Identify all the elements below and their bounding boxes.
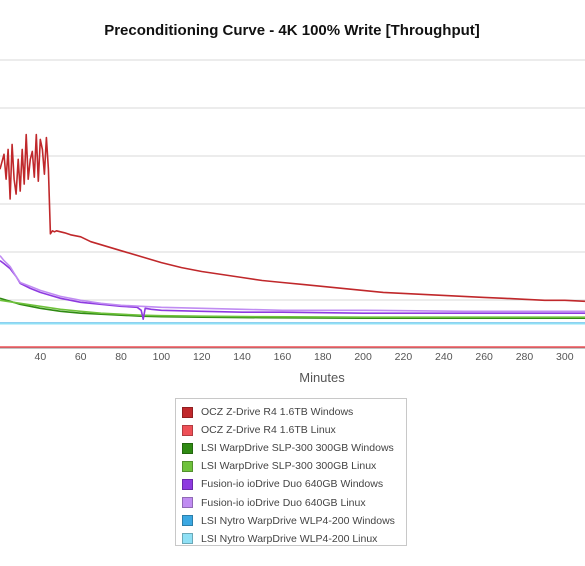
x-tick-label: 80 <box>115 351 127 363</box>
x-tick-label: 60 <box>75 351 87 363</box>
legend-swatch <box>182 460 193 472</box>
legend-item: OCZ Z-Drive R4 1.6TB Linux <box>182 421 406 439</box>
x-tick-label: 100 <box>153 351 171 363</box>
legend: OCZ Z-Drive R4 1.6TB Windows OCZ Z-Drive … <box>175 398 407 546</box>
legend-label: OCZ Z-Drive R4 1.6TB Linux <box>201 424 336 437</box>
x-axis-ticks: 40 60 80 100 120 140 160 180 200 220 240 260 280 300 <box>35 351 574 363</box>
legend-label: OCZ Z-Drive R4 1.6TB Windows <box>201 406 354 419</box>
legend-item: LSI Nytro WarpDrive WLP4-200 Windows <box>182 512 406 530</box>
series-line-3 <box>0 297 585 320</box>
series-lines <box>0 133 585 348</box>
legend-swatch <box>182 424 193 436</box>
x-tick-label: 180 <box>314 351 332 363</box>
x-tick-label: 160 <box>274 351 292 363</box>
x-tick-label: 220 <box>395 351 413 363</box>
legend-swatch <box>182 442 193 454</box>
legend-item: LSI WarpDrive SLP-300 300GB Windows <box>182 439 406 457</box>
legend-swatch <box>182 515 193 527</box>
legend-swatch <box>182 533 193 545</box>
x-tick-label: 240 <box>435 351 453 363</box>
legend-label: LSI Nytro WarpDrive WLP4-200 Linux <box>201 532 378 545</box>
legend-label: LSI WarpDrive SLP-300 300GB Windows <box>201 442 394 455</box>
legend-swatch <box>182 497 193 509</box>
series-line-1 <box>0 133 585 303</box>
x-axis-label: Minutes <box>299 370 345 385</box>
legend-swatch <box>182 478 193 490</box>
grid <box>0 59 585 349</box>
legend-item: Fusion-io ioDrive Duo 640GB Windows <box>182 475 406 493</box>
series-line-4 <box>0 299 585 319</box>
legend-label: Fusion-io ioDrive Duo 640GB Linux <box>201 496 366 509</box>
legend-item: LSI Nytro WarpDrive WLP4-200 Linux <box>182 530 406 548</box>
x-tick-label: 140 <box>233 351 251 363</box>
chart-title: Preconditioning Curve - 4K 100% Write [T… <box>104 22 480 39</box>
legend-item: LSI WarpDrive SLP-300 300GB Linux <box>182 457 406 475</box>
legend-label: LSI WarpDrive SLP-300 300GB Linux <box>201 460 377 473</box>
x-tick-label: 40 <box>35 351 47 363</box>
legend-item: OCZ Z-Drive R4 1.6TB Windows <box>182 403 406 421</box>
series-line-6 <box>0 255 585 313</box>
legend-item: Fusion-io ioDrive Duo 640GB Linux <box>182 493 406 511</box>
legend-label: LSI Nytro WarpDrive WLP4-200 Windows <box>201 514 395 527</box>
legend-swatch <box>182 406 193 418</box>
x-tick-label: 200 <box>354 351 372 363</box>
x-tick-label: 300 <box>556 351 574 363</box>
x-tick-label: 280 <box>516 351 534 363</box>
x-tick-label: 260 <box>475 351 493 363</box>
legend-label: Fusion-io ioDrive Duo 640GB Windows <box>201 478 384 491</box>
x-tick-label: 120 <box>193 351 211 363</box>
